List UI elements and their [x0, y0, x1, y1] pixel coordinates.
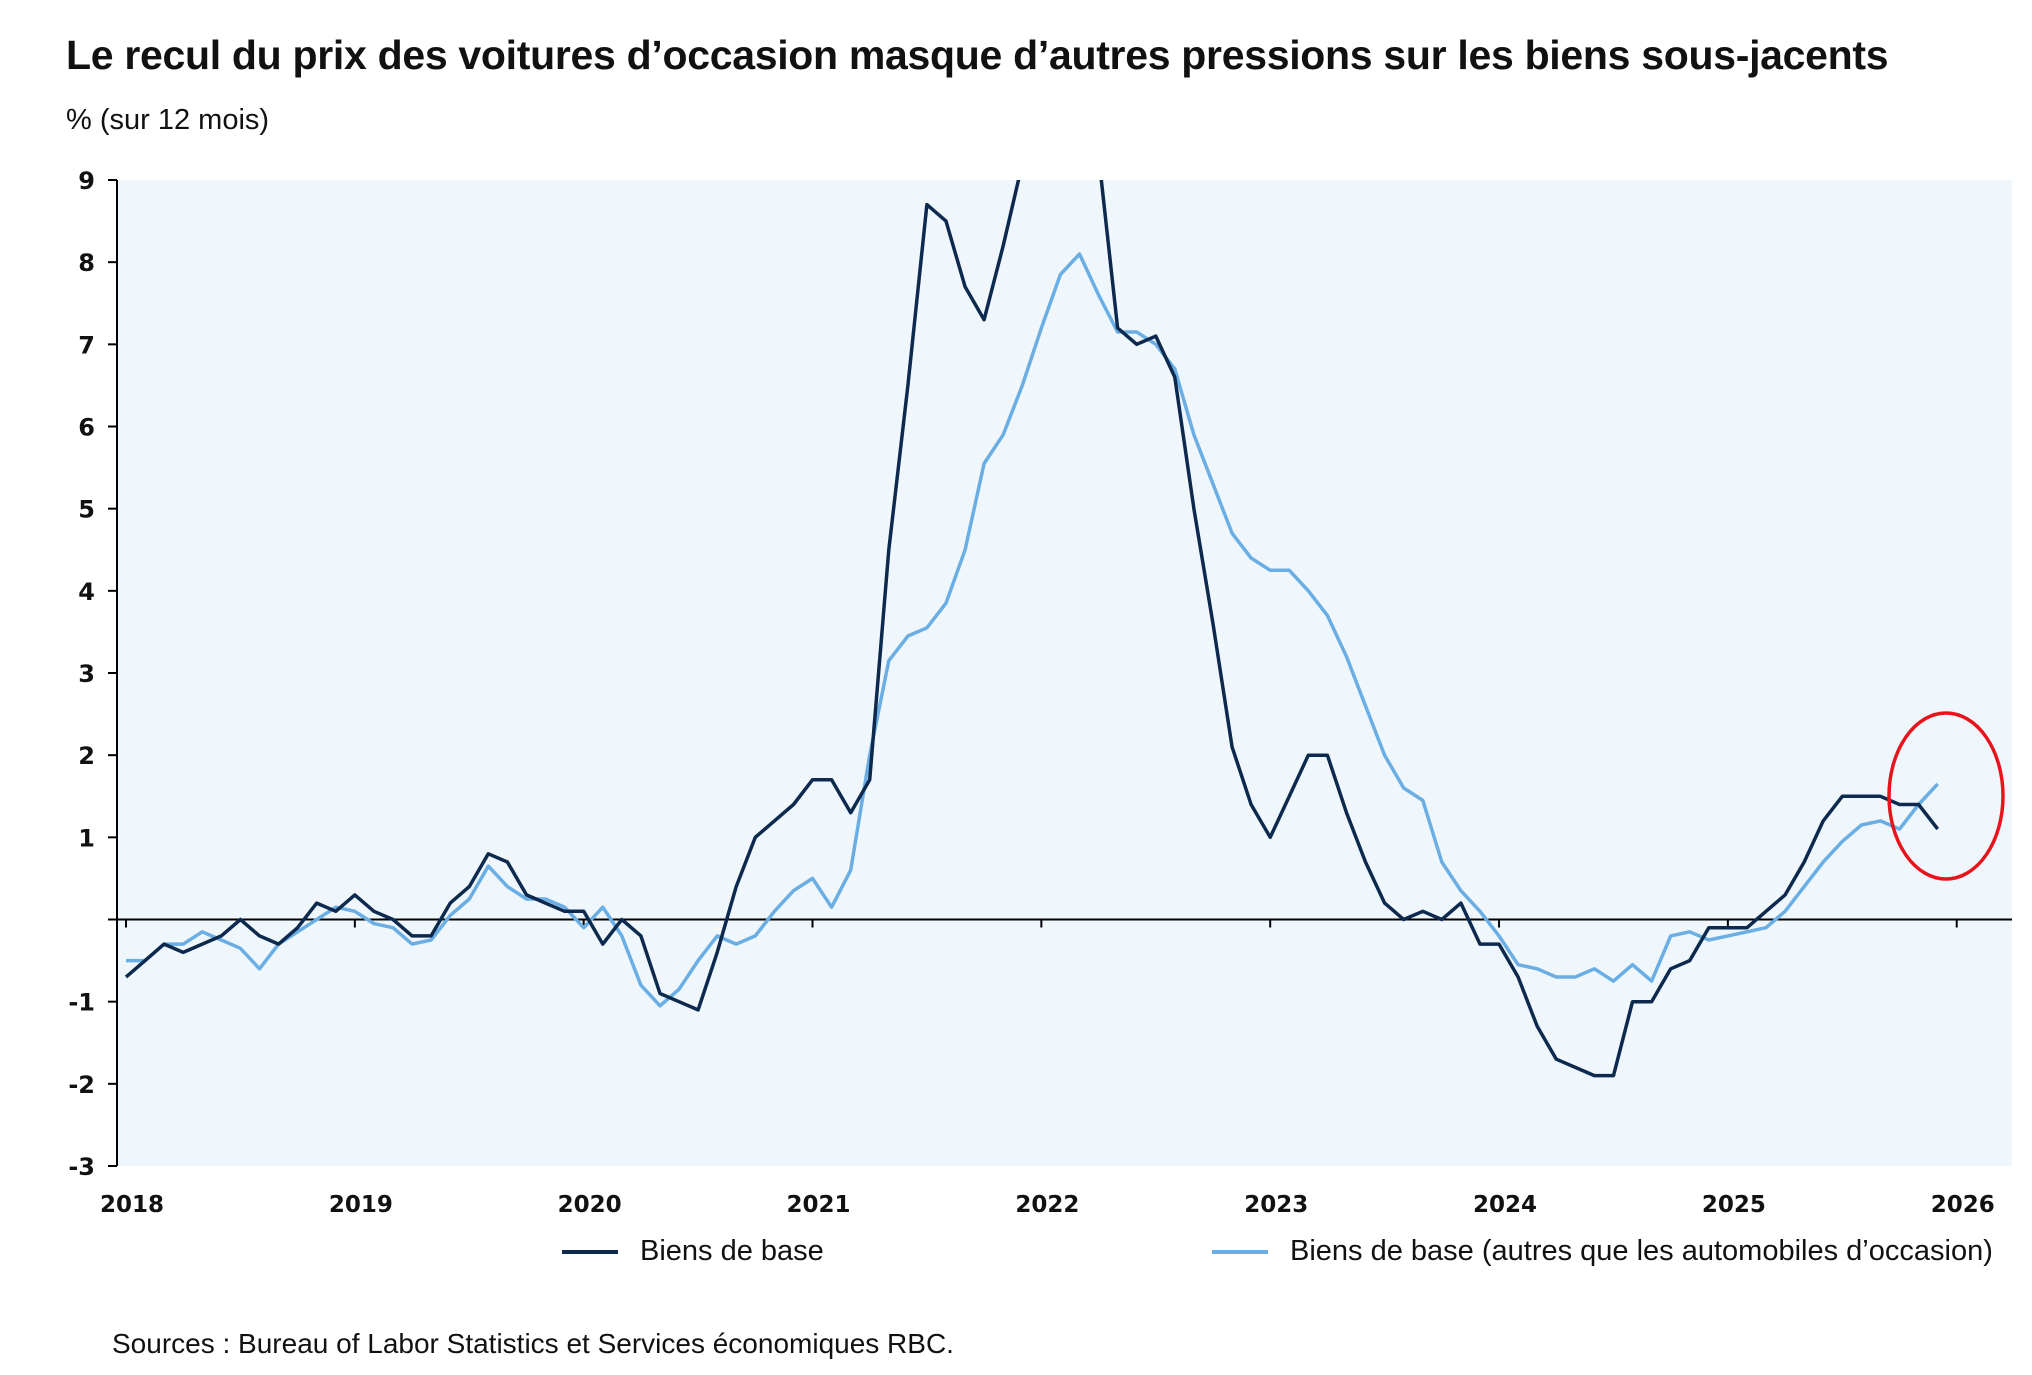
x-tick-label: 2025: [1702, 1192, 1766, 1218]
y-tick-label: 2: [78, 742, 95, 770]
y-tick-label: 4: [78, 578, 95, 606]
y-tick-label: -1: [68, 989, 95, 1017]
x-tick-label: 2019: [329, 1192, 393, 1218]
y-axis-unit-label: % (sur 12 mois): [66, 104, 270, 136]
legend-swatch-dark: [562, 1249, 618, 1254]
x-tick-label: 2018: [100, 1192, 164, 1218]
series-line-biens-de-base-hors-auto: [126, 252, 1939, 1008]
series-line-biens-de-base: [124, 180, 1940, 1078]
chart-title: Le recul du prix des voitures d’occasion…: [66, 32, 1889, 78]
y-tick-label: 6: [78, 414, 95, 442]
x-tick-label: 2023: [1244, 1192, 1308, 1218]
annotation-red-circle: [1887, 711, 2005, 881]
y-tick-label: 8: [78, 249, 95, 277]
source-note: Sources : Bureau of Labor Statistics et …: [112, 1328, 954, 1359]
y-tick-label: -3: [68, 1153, 95, 1181]
y-tick-label: 1: [78, 824, 95, 852]
y-tick-label: 5: [78, 496, 95, 524]
x-tick-label: 2020: [558, 1192, 622, 1218]
legend-item-biens-de-base: Biens de base: [562, 1235, 824, 1268]
x-tick-label: 2024: [1473, 1192, 1537, 1218]
plot-background: [117, 180, 2012, 1166]
x-tick-label: 2022: [1015, 1192, 1079, 1218]
legend-label: Biens de base: [640, 1235, 824, 1267]
y-tick-label: -2: [68, 1071, 95, 1099]
x-tick-label: 2021: [787, 1192, 851, 1218]
x-tick-label: 2026: [1931, 1192, 1995, 1218]
y-tick-label: 3: [78, 660, 95, 688]
legend-item-biens-de-base-hors-auto: Biens de base (autres que les automobile…: [1212, 1235, 1993, 1268]
y-tick-label: 9: [78, 167, 95, 195]
y-tick-label: 7: [78, 331, 95, 359]
legend-swatch-light: [1212, 1249, 1268, 1254]
legend-label: Biens de base (autres que les automobile…: [1290, 1235, 1993, 1267]
